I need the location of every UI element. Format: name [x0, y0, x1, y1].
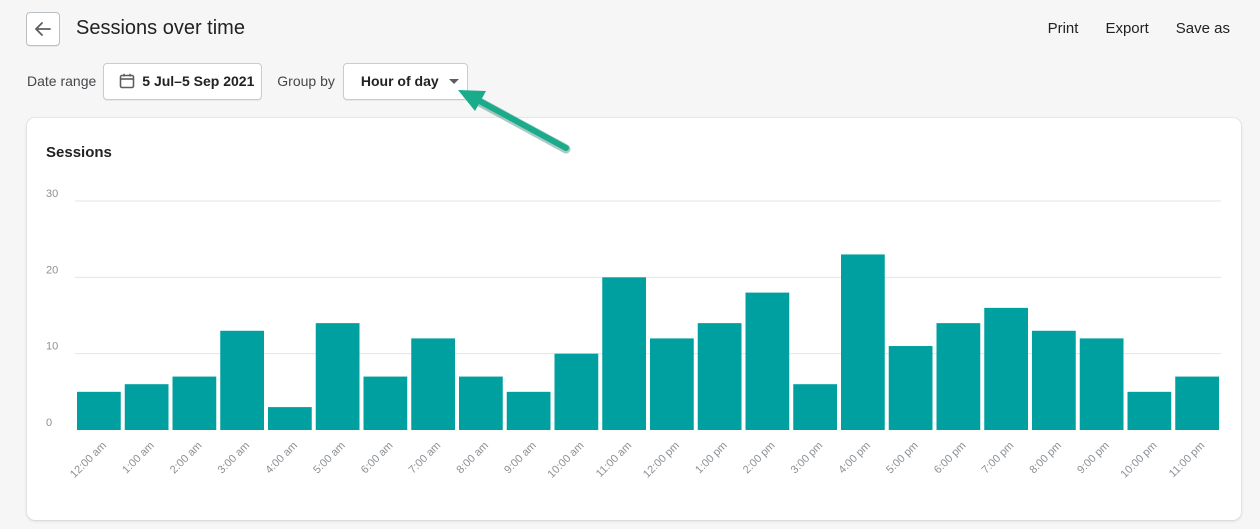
- group-by-value: Hour of day: [360, 73, 439, 89]
- bar-7-00-pm[interactable]: [984, 307, 1028, 430]
- x-tick-label: 10:00 am: [546, 440, 587, 481]
- bar-9-00-pm[interactable]: [1079, 338, 1124, 430]
- bar-11-00-am[interactable]: [602, 277, 646, 430]
- bar-4-00-pm[interactable]: [841, 254, 885, 430]
- bar-3-00-pm[interactable]: [793, 384, 837, 430]
- x-tick-label: 7:00 pm: [980, 440, 1017, 477]
- bar-12-00-am[interactable]: [77, 391, 121, 430]
- page-header: Sessions over time Print Export Save as: [26, 12, 1230, 48]
- save-as-button[interactable]: Save as: [1175, 20, 1230, 37]
- bar-8-00-pm[interactable]: [1032, 330, 1076, 430]
- x-tick-label: 12:00 am: [68, 440, 109, 481]
- bar-11-00-pm[interactable]: [1175, 376, 1219, 430]
- caret-down-icon: [448, 78, 459, 84]
- print-button[interactable]: Print: [1047, 20, 1079, 37]
- date-range-picker[interactable]: 5 Jul–5 Sep 2021: [103, 62, 263, 100]
- bar-12-00-pm[interactable]: [650, 338, 694, 430]
- x-tick-label: 11:00 am: [594, 440, 634, 480]
- x-tick-label: 2:00 am: [168, 440, 205, 477]
- x-tick-label: 11:00 pm: [1167, 440, 1207, 480]
- x-tick-label: 4:00 am: [263, 440, 300, 477]
- chart-title: Sessions: [46, 144, 112, 161]
- x-tick-label: 5:00 pm: [884, 440, 921, 477]
- arrow-left-icon: [35, 22, 51, 36]
- sessions-bar-chart: 0 10 20 30 12:00 am 1:00 am 2:00 am 3:00 am 4:00…: [46, 188, 1221, 481]
- header-actions: Print Export Save as: [1048, 20, 1230, 37]
- x-tick-label: 3:00 pm: [789, 440, 826, 477]
- date-range-label: Date range: [27, 73, 97, 89]
- bar-10-00-pm[interactable]: [1127, 391, 1172, 430]
- x-tick-label: 6:00 am: [359, 440, 396, 477]
- x-tick-label: 2:00 pm: [741, 440, 778, 477]
- x-tick-label: 8:00 pm: [1027, 440, 1064, 477]
- y-tick-label: 20: [46, 264, 58, 276]
- bar-5-00-pm[interactable]: [888, 346, 933, 430]
- bar-5-00-am[interactable]: [315, 323, 360, 430]
- export-button[interactable]: Export: [1105, 20, 1149, 37]
- bar-6-00-am[interactable]: [363, 376, 408, 430]
- x-tick-label: 9:00 am: [502, 440, 539, 477]
- back-button[interactable]: [26, 12, 60, 46]
- x-tick-label: 6:00 pm: [932, 440, 969, 477]
- group-by-select[interactable]: Hour of day: [342, 62, 468, 100]
- x-tick-label: 1:00 pm: [693, 440, 730, 477]
- bar-7-00-am[interactable]: [411, 338, 455, 430]
- bar-1-00-pm[interactable]: [697, 323, 742, 430]
- x-tick-label: 12:00 pm: [641, 440, 682, 481]
- y-tick-label: 0: [46, 417, 52, 429]
- sessions-chart-card: Sessions 0 10 20 30 12:00 am 1:00 am 2:00 am 3:…: [27, 118, 1241, 520]
- bar-3-00-am[interactable]: [220, 330, 264, 430]
- bar-2-00-am[interactable]: [172, 376, 217, 430]
- x-tick-label: 7:00 am: [407, 440, 444, 477]
- bar-4-00-am[interactable]: [268, 407, 312, 430]
- y-tick-label: 10: [46, 341, 58, 353]
- bar-2-00-pm[interactable]: [745, 292, 790, 430]
- bar-10-00-am[interactable]: [554, 353, 599, 430]
- calendar-icon: [119, 73, 135, 89]
- y-tick-label: 30: [46, 188, 58, 200]
- filter-bar: Date range 5 Jul–5 Sep 2021 Group by Hou…: [27, 62, 468, 100]
- x-tick-label: 1:00 am: [120, 440, 157, 477]
- x-tick-label: 4:00 pm: [836, 440, 873, 477]
- x-tick-label: 3:00 am: [216, 440, 253, 477]
- x-tick-label: 10:00 pm: [1119, 440, 1160, 481]
- bar-9-00-am[interactable]: [506, 391, 551, 430]
- date-range-value: 5 Jul–5 Sep 2021: [142, 73, 255, 89]
- x-tick-label: 8:00 am: [454, 440, 491, 477]
- bar-1-00-am[interactable]: [124, 384, 169, 430]
- bar-8-00-am[interactable]: [459, 376, 503, 430]
- x-tick-label: 5:00 am: [311, 440, 348, 477]
- page-title: Sessions over time: [76, 17, 245, 39]
- x-tick-label: 9:00 pm: [1075, 440, 1112, 477]
- group-by-label: Group by: [277, 73, 335, 89]
- bar-6-00-pm[interactable]: [936, 323, 981, 430]
